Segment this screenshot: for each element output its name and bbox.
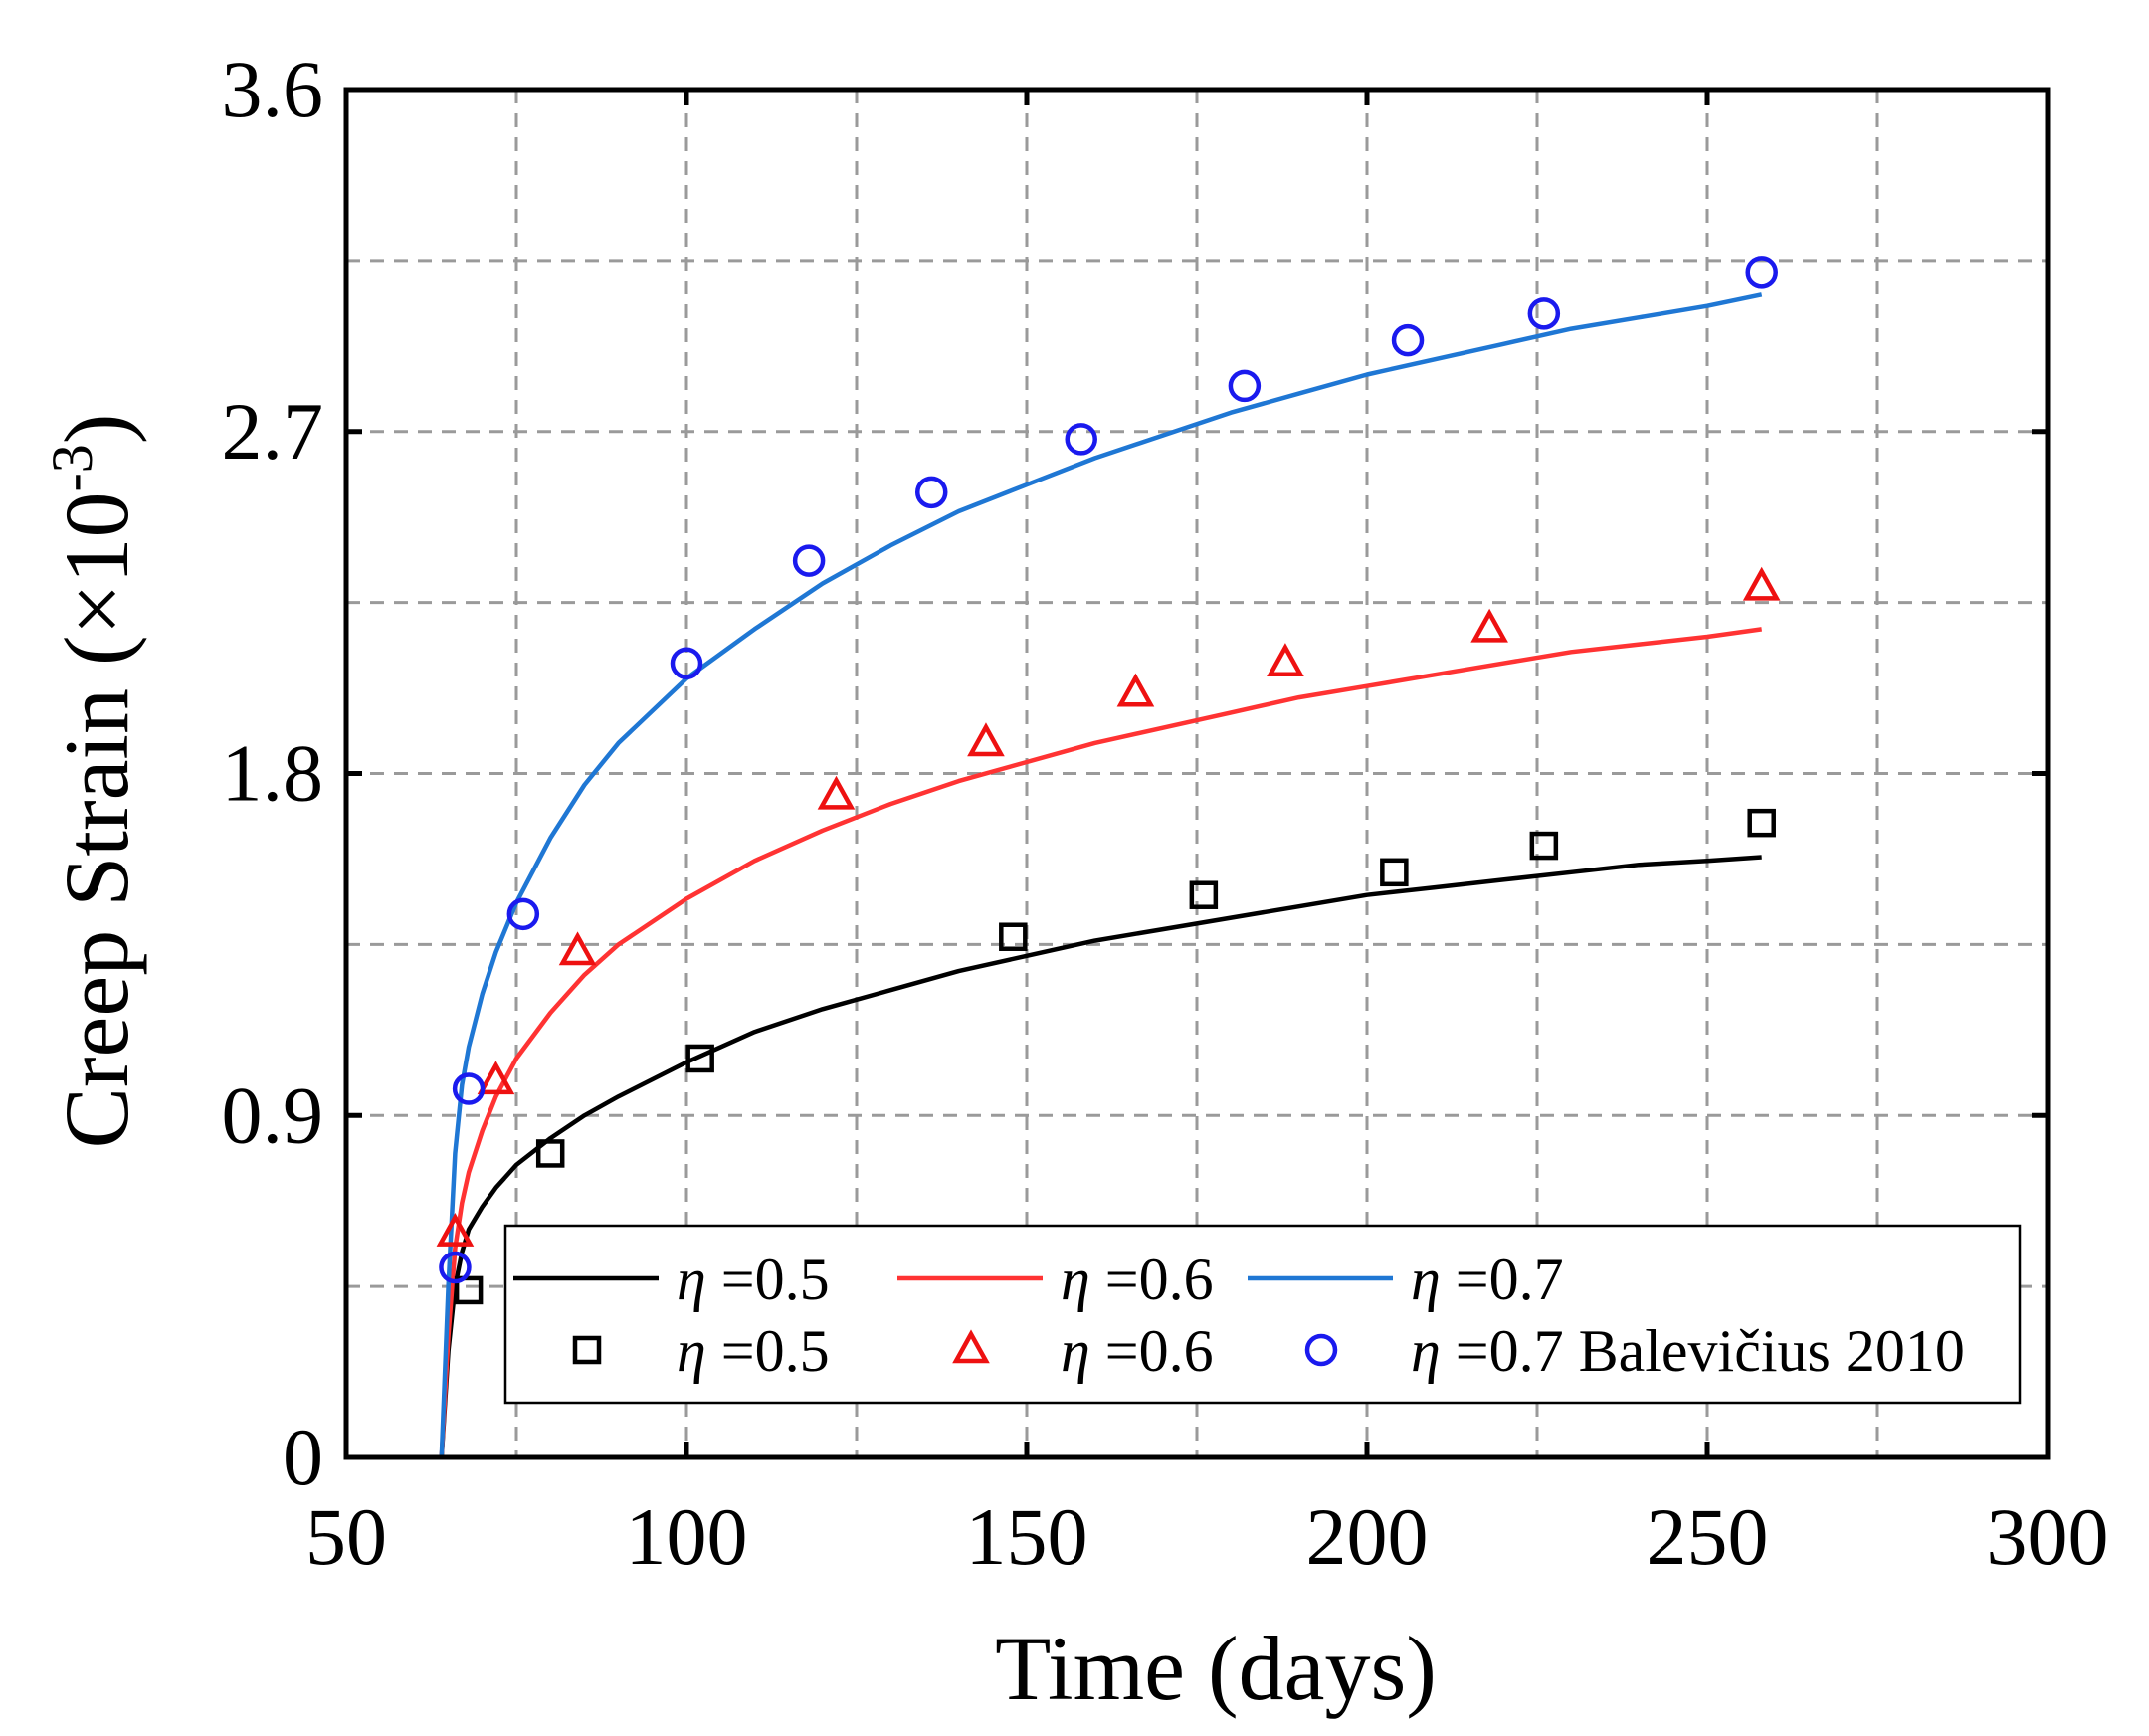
legend-label: η =0.6 <box>1061 1318 1214 1384</box>
data-point-square <box>1189 880 1219 909</box>
x-tick-label: 200 <box>1306 1491 1429 1582</box>
data-point-triangle <box>1116 673 1155 707</box>
data-point-circle <box>914 476 948 509</box>
legend-marker-swatch <box>952 1329 990 1364</box>
x-axis-title: Time (days) <box>995 1618 1437 1719</box>
legend-greek: η <box>1061 1247 1090 1312</box>
legend-greek: η <box>1411 1318 1441 1384</box>
legend: η =0.5 η =0.6 η =0.7η =0.5 η =0.6 η =0.7 Bal… <box>503 1224 2022 1405</box>
data-point-circle <box>452 1072 486 1105</box>
data-point-circle <box>506 897 540 931</box>
series-line-0 <box>439 855 1762 1458</box>
data-point-circle <box>1228 369 1262 403</box>
y-axis-title-end: ) <box>46 414 147 445</box>
y-tick-label: 1.8 <box>222 728 324 819</box>
series-line-1 <box>439 627 1763 1458</box>
y-axis-title-superscript: -3 <box>40 444 104 491</box>
legend-box <box>503 1224 2022 1405</box>
legend-marker-swatch <box>572 1335 602 1365</box>
legend-label: η =0.7 <box>1411 1247 1564 1312</box>
x-tick-label: 150 <box>966 1491 1088 1582</box>
legend-value: =0.7 <box>1441 1247 1564 1312</box>
legend-value: =0.5 <box>706 1247 830 1312</box>
data-point-circle <box>670 647 703 679</box>
data-point-square <box>999 922 1028 951</box>
data-point-circle <box>792 544 826 577</box>
axes-layer: 50 100 150 200 250 300 0 0.9 1.8 2.7 3.6 <box>222 44 2109 1582</box>
data-point-square <box>454 1275 484 1305</box>
legend-value: =0.7 Balevičius 2010 <box>1441 1318 1965 1384</box>
series-line-2 <box>439 292 1763 1458</box>
data-point-circle <box>1527 297 1561 330</box>
data-point-triangle <box>436 1213 475 1247</box>
data-point-square <box>685 1044 714 1073</box>
legend-value: =0.5 <box>706 1318 830 1384</box>
legend-marker-swatch <box>1304 1333 1338 1367</box>
data-point-circle <box>1065 423 1097 456</box>
series-layer <box>436 256 1781 1458</box>
legend-greek: η <box>1061 1318 1090 1384</box>
legend-value: =0.6 <box>1090 1247 1214 1312</box>
x-tick-label: 100 <box>626 1491 748 1582</box>
data-point-circle <box>1391 323 1425 357</box>
legend-greek: η <box>1411 1247 1441 1312</box>
y-tick-label: 3.6 <box>222 44 324 134</box>
data-point-square <box>535 1139 565 1168</box>
data-point-triangle <box>558 931 597 966</box>
data-point-triangle <box>477 1061 515 1095</box>
y-tick-label: 2.7 <box>222 386 324 477</box>
legend-label: η =0.5 <box>677 1247 830 1312</box>
legend-value: =0.6 <box>1090 1318 1214 1384</box>
legend-label: η =0.7 Balevičius 2010 <box>1411 1318 1965 1384</box>
data-point-triangle <box>817 775 856 810</box>
legend-label: η =0.5 <box>677 1318 830 1384</box>
y-tick-label: 0.9 <box>222 1069 324 1160</box>
y-axis-title: Creep Strain (×10-3) <box>40 414 147 1149</box>
legend-greek: η <box>677 1247 706 1312</box>
x-tick-label: 50 <box>305 1491 387 1582</box>
data-point-square <box>1529 831 1559 861</box>
data-point-square <box>1747 808 1776 838</box>
data-point-triangle <box>967 722 1005 757</box>
legend-label: η =0.6 <box>1061 1247 1214 1312</box>
y-axis-title-main: Creep Strain (×10 <box>46 492 147 1149</box>
data-point-square <box>1380 858 1409 887</box>
data-point-triangle <box>1742 566 1781 601</box>
data-point-triangle <box>1470 608 1508 643</box>
x-tick-label: 250 <box>1647 1491 1769 1582</box>
x-tick-label: 300 <box>1987 1491 2109 1582</box>
legend-greek: η <box>677 1318 706 1384</box>
data-point-circle <box>439 1251 472 1284</box>
y-tick-label: 0 <box>283 1412 323 1502</box>
data-point-circle <box>1745 256 1778 289</box>
data-point-triangle <box>1267 643 1304 676</box>
